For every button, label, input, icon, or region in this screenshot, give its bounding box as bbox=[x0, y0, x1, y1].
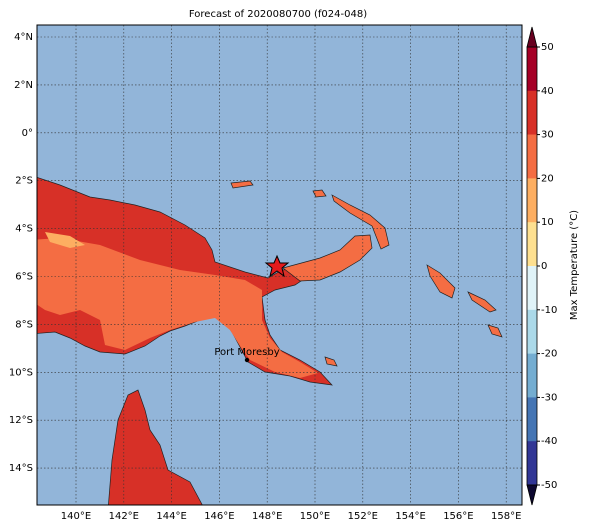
lon-label: 154°E bbox=[395, 511, 425, 522]
lat-label: 8°S bbox=[15, 319, 33, 330]
colorbar-segment bbox=[527, 353, 537, 398]
star-marker bbox=[264, 254, 290, 278]
city-label: Port Moresby bbox=[214, 347, 279, 358]
lon-label: 152°E bbox=[348, 511, 378, 522]
lon-label: 142°E bbox=[109, 511, 139, 522]
colorbar-tick-label: 40 bbox=[541, 86, 554, 97]
island bbox=[312, 189, 327, 198]
colorbar-tick-label: 10 bbox=[541, 217, 554, 228]
title: Forecast of 2020080700 (f024-048) bbox=[189, 9, 367, 20]
colorbar-segment bbox=[527, 266, 537, 311]
colorbar bbox=[526, 26, 540, 506]
colorbar-tick-label: -10 bbox=[541, 305, 557, 316]
bougainville bbox=[426, 264, 456, 299]
map-frame bbox=[36, 24, 523, 506]
lat-label: 2°N bbox=[14, 80, 33, 91]
lat-label: 4°N bbox=[14, 32, 33, 43]
city-marker bbox=[244, 357, 250, 363]
colorbar-label: Max Temperature (°C) bbox=[569, 210, 580, 320]
new-ireland bbox=[331, 194, 390, 250]
colorbar-tick-label: 20 bbox=[541, 173, 554, 184]
lon-label: 158°E bbox=[491, 511, 521, 522]
colorbar-extend-bottom bbox=[526, 484, 538, 506]
colorbar-segment bbox=[527, 441, 537, 486]
lat-label: 6°S bbox=[15, 272, 33, 283]
cool-patch bbox=[45, 232, 85, 248]
colorbar-tick-label: 50 bbox=[541, 42, 554, 53]
map-area: Port Moresby bbox=[37, 25, 522, 505]
island bbox=[487, 324, 503, 338]
colorbar-segment bbox=[527, 90, 537, 135]
lat-label: 14°S bbox=[9, 463, 33, 474]
colorbar-tick-label: -20 bbox=[541, 349, 557, 360]
lon-label: 150°E bbox=[300, 511, 330, 522]
colorbar-tick-label: 30 bbox=[541, 130, 554, 141]
graticule bbox=[37, 25, 522, 505]
lon-label: 140°E bbox=[61, 511, 91, 522]
lon-label: 146°E bbox=[204, 511, 234, 522]
lat-label: 0° bbox=[22, 128, 33, 139]
colorbar-tick-label: -30 bbox=[541, 392, 557, 403]
colorbar-segment bbox=[527, 397, 537, 442]
lat-label: 12°S bbox=[9, 415, 33, 426]
colorbar-segment bbox=[527, 309, 537, 354]
colorbar-tick-label: -40 bbox=[541, 436, 557, 447]
colorbar-segment bbox=[527, 47, 537, 92]
island bbox=[467, 291, 497, 313]
lon-label: 144°E bbox=[156, 511, 186, 522]
lat-label: 10°S bbox=[9, 367, 33, 378]
lon-label: 156°E bbox=[443, 511, 473, 522]
colorbar-extend-top bbox=[526, 26, 538, 48]
lat-label: 4°S bbox=[15, 224, 33, 235]
warm-region bbox=[37, 238, 318, 378]
colorbar-tick-label: 0 bbox=[541, 261, 547, 272]
island bbox=[324, 356, 338, 367]
colorbar-segment bbox=[527, 178, 537, 223]
cape-york bbox=[108, 389, 203, 505]
new-britain bbox=[282, 234, 373, 282]
colorbar-segment bbox=[527, 134, 537, 179]
lon-label: 148°E bbox=[252, 511, 282, 522]
colorbar-segment bbox=[527, 222, 537, 267]
manus bbox=[230, 180, 254, 189]
lat-label: 2°S bbox=[15, 176, 33, 187]
colorbar-tick-label: -50 bbox=[541, 480, 557, 491]
